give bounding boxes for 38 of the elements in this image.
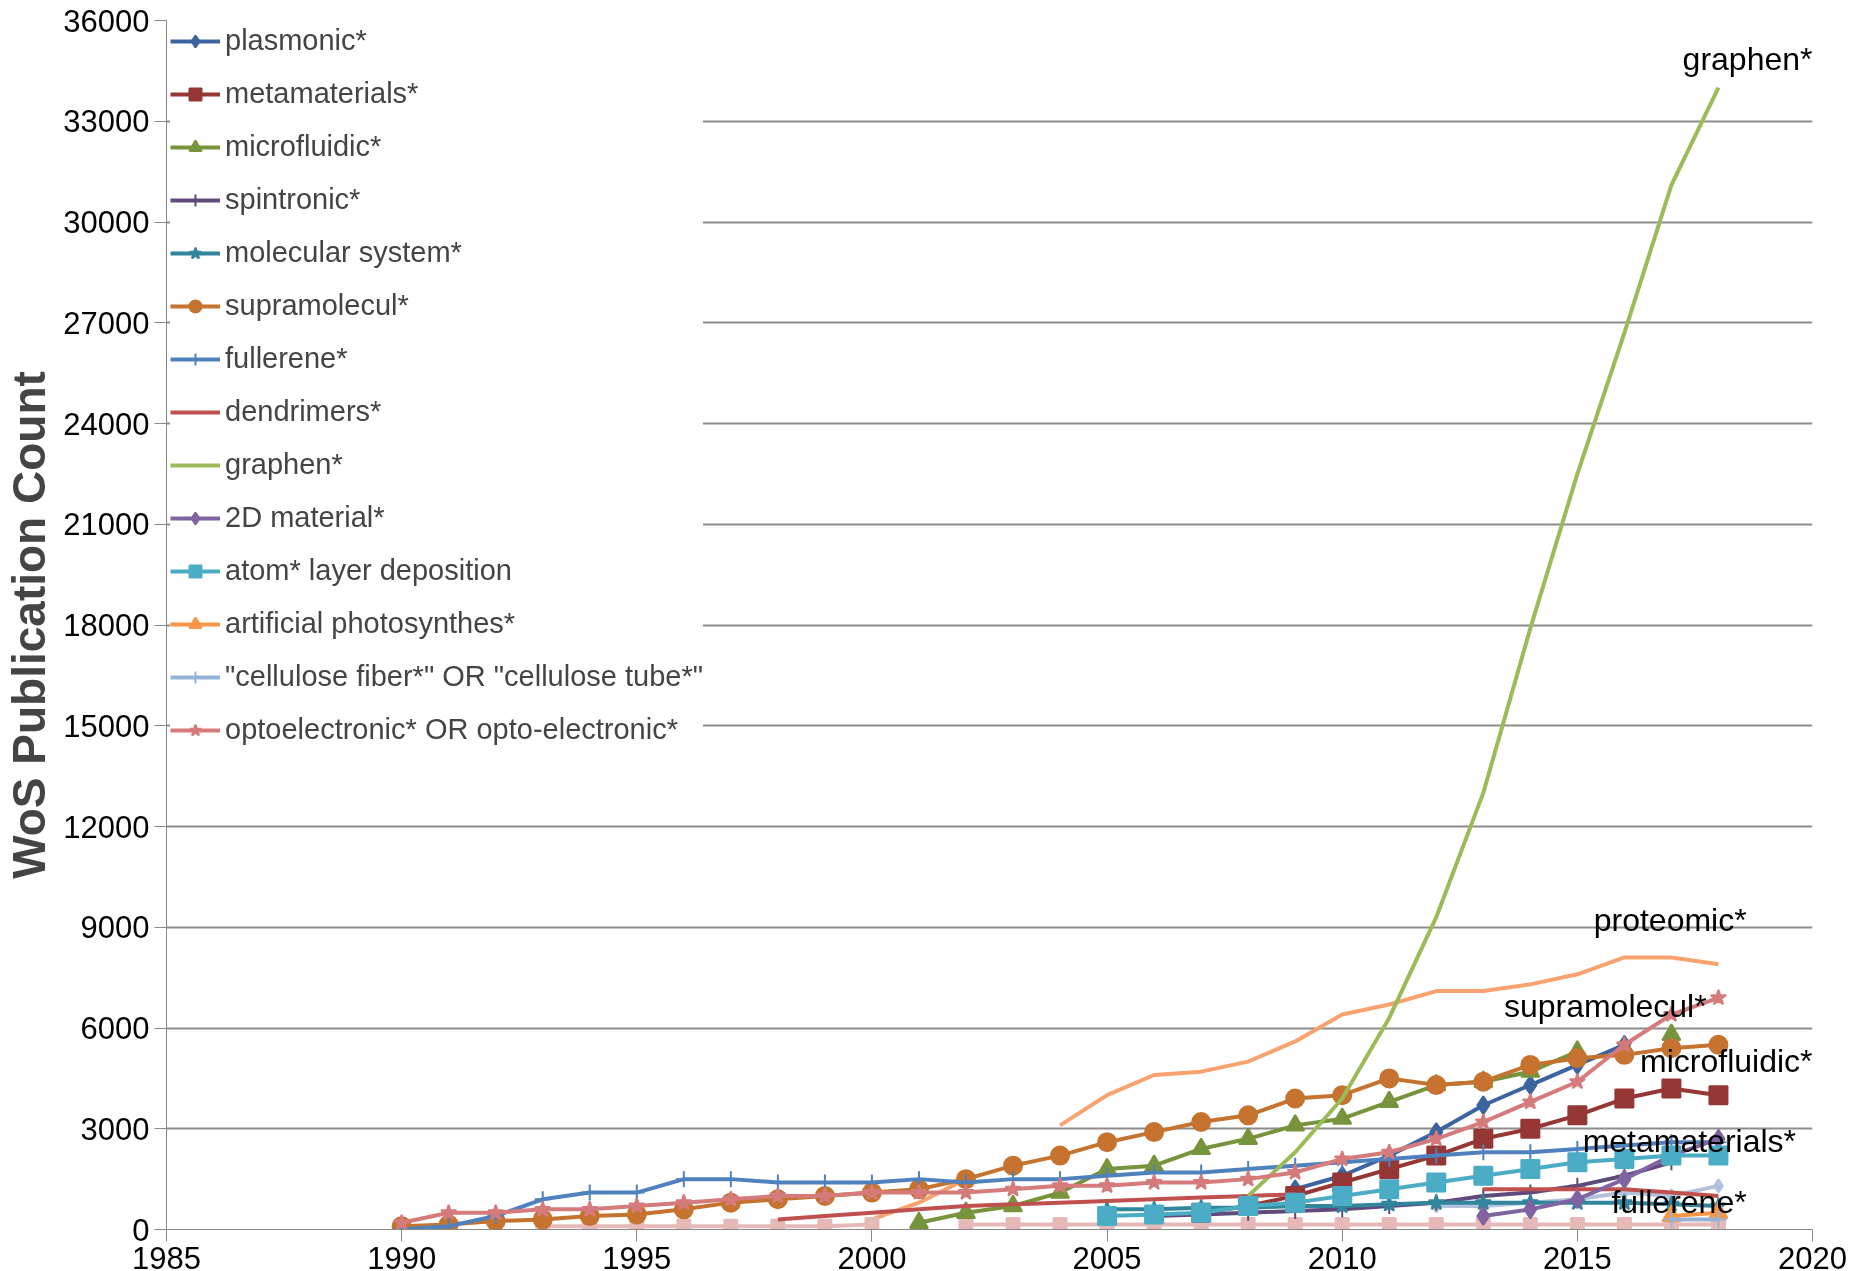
annotation: supramolecul* xyxy=(1503,988,1707,1025)
x-tick-label: 1990 xyxy=(367,1240,437,1271)
y-tick-label: 36000 xyxy=(63,3,150,39)
y-tick-label: 3000 xyxy=(80,1111,150,1147)
y-tick-label: 18000 xyxy=(63,608,150,643)
y-tick-label: 30000 xyxy=(63,205,150,240)
x-tick-label: 2010 xyxy=(1307,1240,1377,1271)
legend-label: 2D material* xyxy=(225,501,385,534)
legend-label: atom* layer deposition xyxy=(225,554,512,587)
y-tick-label: 33000 xyxy=(63,104,150,140)
legend-label: microfluidic* xyxy=(225,130,382,163)
legend-label: artificial photosynthes* xyxy=(225,607,516,640)
legend-label: fullerene* xyxy=(225,342,348,375)
legend-label: metamaterials* xyxy=(225,77,419,110)
x-tick-label: 2000 xyxy=(837,1240,907,1271)
y-tick-label: 6000 xyxy=(80,1011,150,1046)
y-tick-label: 27000 xyxy=(63,305,150,341)
y-tick-label: 24000 xyxy=(63,406,150,442)
legend-label: spintronic* xyxy=(225,183,361,216)
legend-label: supramolecul* xyxy=(225,289,409,322)
y-axis-title: WoS Publication Count xyxy=(3,371,56,879)
x-tick-label: 2020 xyxy=(1778,1240,1847,1271)
legend-label: molecular system* xyxy=(225,236,462,269)
annotation: microfluidic* xyxy=(1640,1042,1813,1079)
legend-label: plasmonic* xyxy=(225,24,367,57)
legend-label: optoelectronic* OR opto-electronic* xyxy=(225,713,678,746)
annotation: graphen* xyxy=(1682,40,1813,77)
legend-label: graphen* xyxy=(225,448,343,481)
x-tick-label: 2005 xyxy=(1072,1240,1142,1271)
x-tick-label: 2015 xyxy=(1542,1240,1612,1271)
annotation: proteomic* xyxy=(1593,902,1747,939)
y-tick-label: 21000 xyxy=(63,507,150,543)
y-tick-label: 15000 xyxy=(63,708,150,744)
x-tick-label: 1995 xyxy=(602,1240,672,1271)
legend-label: dendrimers* xyxy=(225,395,382,428)
y-tick-label: 12000 xyxy=(63,809,150,845)
y-tick-label: 9000 xyxy=(80,910,150,946)
legend-label: "cellulose fiber*" OR "cellulose tube*" xyxy=(225,660,704,693)
